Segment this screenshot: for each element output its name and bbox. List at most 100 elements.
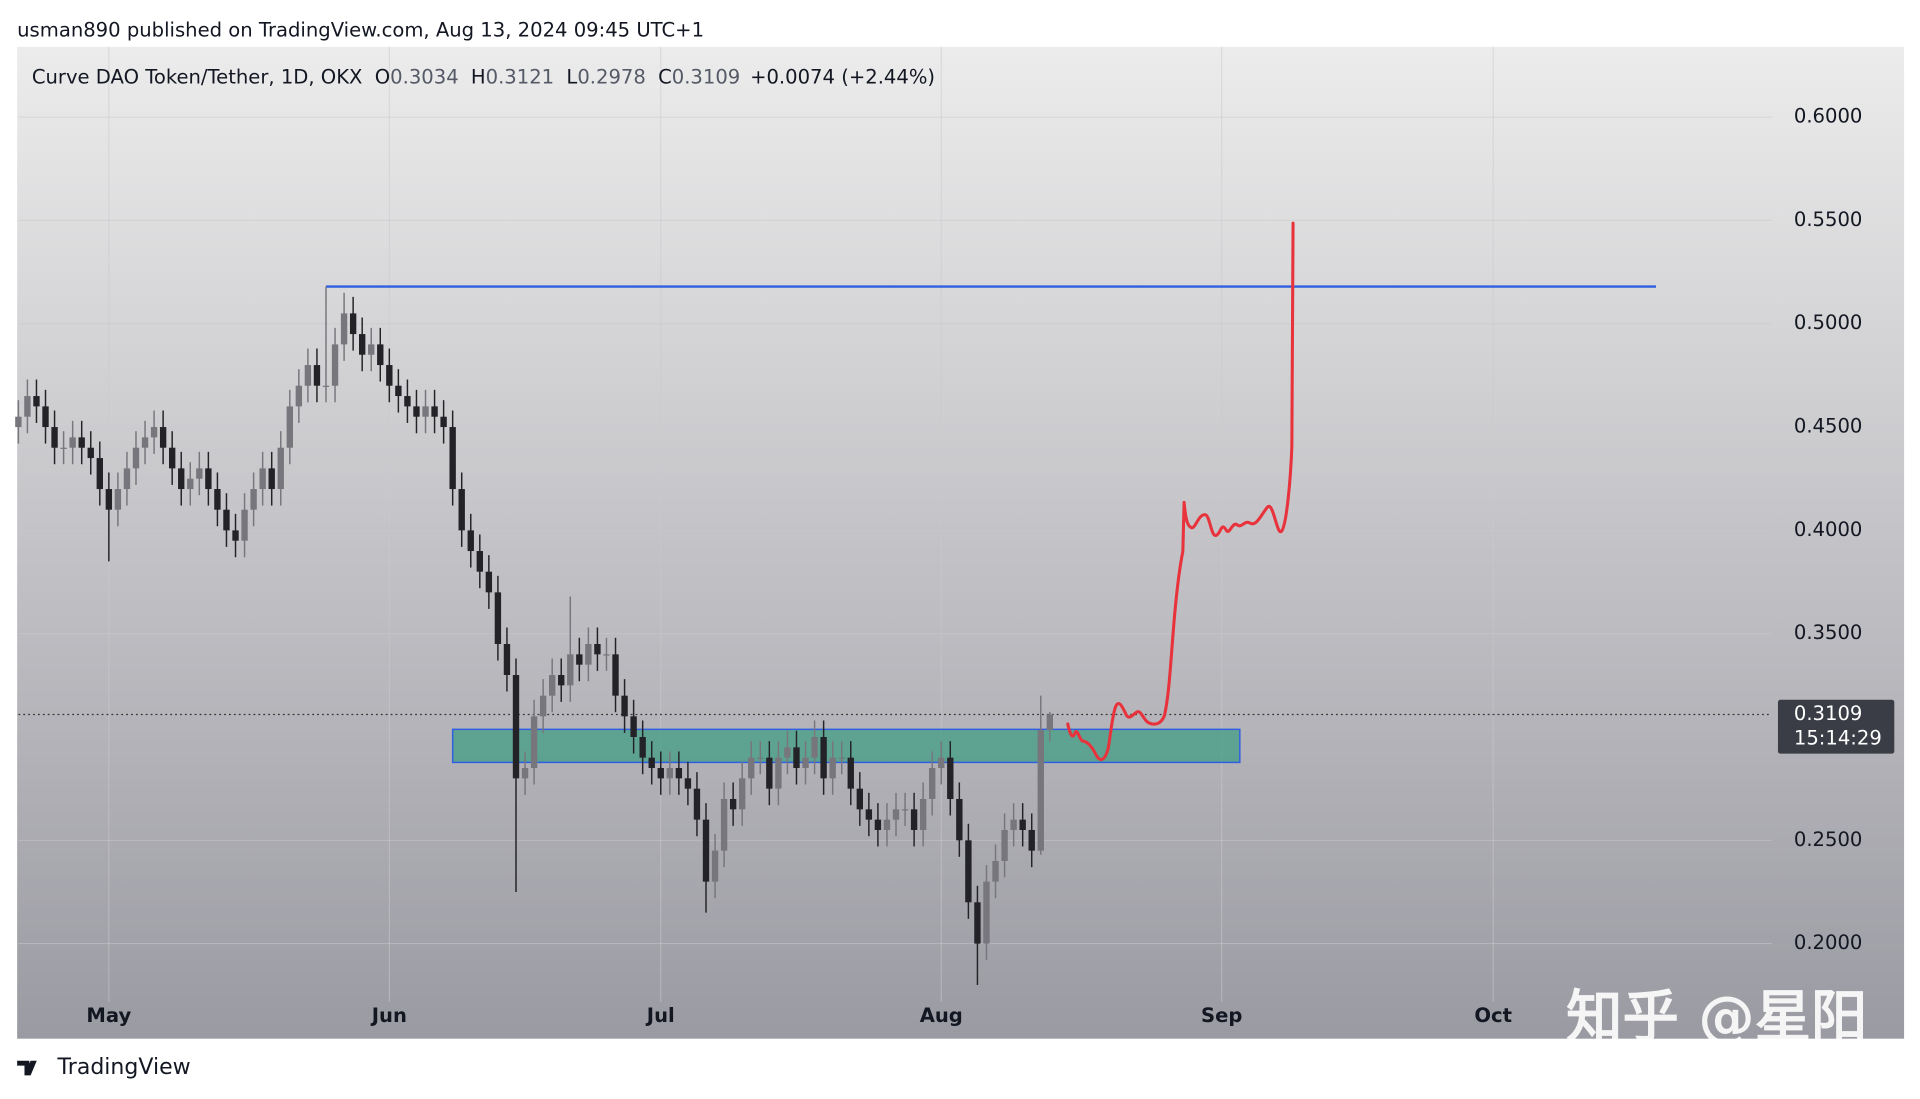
candle-body bbox=[33, 396, 40, 407]
candle-body bbox=[874, 819, 882, 830]
candle-body bbox=[96, 458, 103, 490]
candle-body bbox=[720, 798, 728, 851]
candle-body bbox=[729, 798, 737, 810]
candle-body bbox=[331, 344, 339, 386]
candle-body bbox=[1001, 829, 1008, 861]
hand-drawn-projection bbox=[1066, 221, 1295, 761]
x-tick-label: Jul bbox=[645, 1004, 675, 1027]
candle-body bbox=[838, 757, 845, 759]
candle-body bbox=[675, 767, 683, 779]
candle-body bbox=[431, 406, 438, 417]
x-tick-label: Jun bbox=[370, 1004, 407, 1027]
candle-body bbox=[1037, 729, 1044, 851]
candle-body bbox=[530, 716, 538, 768]
candle-body bbox=[666, 767, 673, 779]
candle-body bbox=[322, 385, 330, 387]
candle-body bbox=[440, 416, 447, 428]
x-tick-label: Oct bbox=[1474, 1004, 1512, 1027]
candle-body bbox=[395, 385, 402, 397]
candle-body bbox=[711, 850, 719, 882]
candle-body bbox=[802, 757, 809, 768]
candle-body bbox=[485, 571, 493, 593]
candle-body bbox=[684, 778, 692, 789]
legend: Curve DAO Token/Tether, 1D, OKX O0.3034 H0… bbox=[32, 65, 935, 88]
candle-body bbox=[187, 478, 194, 490]
candle-body bbox=[69, 437, 76, 448]
candle-body bbox=[349, 313, 357, 335]
candle-body bbox=[938, 757, 945, 768]
candle-body bbox=[404, 396, 411, 407]
candle-body bbox=[757, 757, 764, 759]
candle-body bbox=[232, 530, 239, 541]
candle-body bbox=[150, 427, 158, 438]
candle-body bbox=[892, 809, 900, 820]
candle-body bbox=[748, 757, 755, 779]
candle-body bbox=[286, 406, 293, 448]
candle-body bbox=[657, 767, 664, 779]
ohlc-label: H bbox=[471, 65, 486, 88]
price-badge-countdown: 15:14:29 bbox=[1794, 726, 1882, 749]
ohlc-label: L bbox=[566, 65, 577, 88]
ohlc-value: 0.2978 bbox=[577, 65, 646, 88]
candle-body bbox=[295, 385, 303, 407]
candle-body bbox=[1010, 819, 1017, 830]
candle-body bbox=[965, 840, 972, 903]
candle-body bbox=[78, 437, 85, 448]
brand-name: TradingView bbox=[57, 1055, 191, 1080]
candle-body bbox=[539, 695, 547, 717]
candles bbox=[15, 286, 1054, 985]
candle-body bbox=[766, 757, 773, 789]
candle-body bbox=[377, 344, 384, 366]
ohlc-value: 0.3109 bbox=[672, 65, 741, 88]
candle-body bbox=[15, 416, 22, 428]
candle-body bbox=[829, 757, 836, 779]
candle-body bbox=[159, 427, 167, 448]
candle-body bbox=[639, 737, 646, 758]
candle-body bbox=[304, 365, 312, 386]
candle-body bbox=[974, 902, 981, 944]
candle-body bbox=[883, 819, 891, 830]
brand-logo: TradingView bbox=[17, 1055, 191, 1080]
candle-body bbox=[114, 489, 122, 510]
candle-body bbox=[512, 675, 520, 779]
ohlc-value: 0.3121 bbox=[486, 65, 555, 88]
candle-body bbox=[422, 406, 429, 417]
candle-body bbox=[1019, 819, 1026, 830]
candle-body bbox=[51, 427, 58, 448]
candle-body bbox=[594, 644, 601, 655]
candle-body bbox=[847, 757, 854, 789]
candle-body bbox=[205, 468, 212, 490]
candle-body bbox=[277, 447, 284, 490]
candle-body bbox=[250, 489, 257, 510]
candle-body bbox=[865, 809, 873, 820]
y-tick-label: 0.6000 bbox=[1794, 105, 1863, 128]
candle-body bbox=[983, 881, 990, 944]
candle-body bbox=[386, 365, 393, 386]
candle-body bbox=[313, 365, 321, 386]
candle-body bbox=[60, 447, 67, 449]
candle-body bbox=[919, 798, 927, 830]
candle-body bbox=[630, 716, 637, 737]
y-tick-label: 0.2500 bbox=[1794, 828, 1863, 851]
candle-body bbox=[105, 489, 113, 510]
ohlc-label: C bbox=[658, 65, 672, 88]
change: +0.0074 (+2.44%) bbox=[750, 65, 935, 88]
candle-body bbox=[856, 788, 863, 810]
support-zone bbox=[451, 728, 1241, 764]
watermark: 知乎 @星阳 bbox=[1566, 985, 1867, 1050]
candle-body bbox=[168, 447, 176, 469]
candle-body bbox=[1028, 829, 1035, 851]
candle-body bbox=[24, 396, 31, 417]
candle-body bbox=[141, 437, 149, 448]
candle-body bbox=[558, 675, 565, 686]
y-tick-label: 0.4500 bbox=[1794, 415, 1863, 438]
candle-body bbox=[910, 809, 918, 830]
candle-body bbox=[693, 788, 701, 820]
x-tick-label: Sep bbox=[1201, 1004, 1242, 1027]
candle-body bbox=[775, 757, 782, 789]
candle-body bbox=[476, 551, 483, 572]
candle-body bbox=[576, 654, 583, 665]
legend-ohlc: O0.3034 H0.3121 L0.2978 C0.3109 bbox=[375, 65, 741, 88]
candle-body bbox=[259, 468, 266, 490]
